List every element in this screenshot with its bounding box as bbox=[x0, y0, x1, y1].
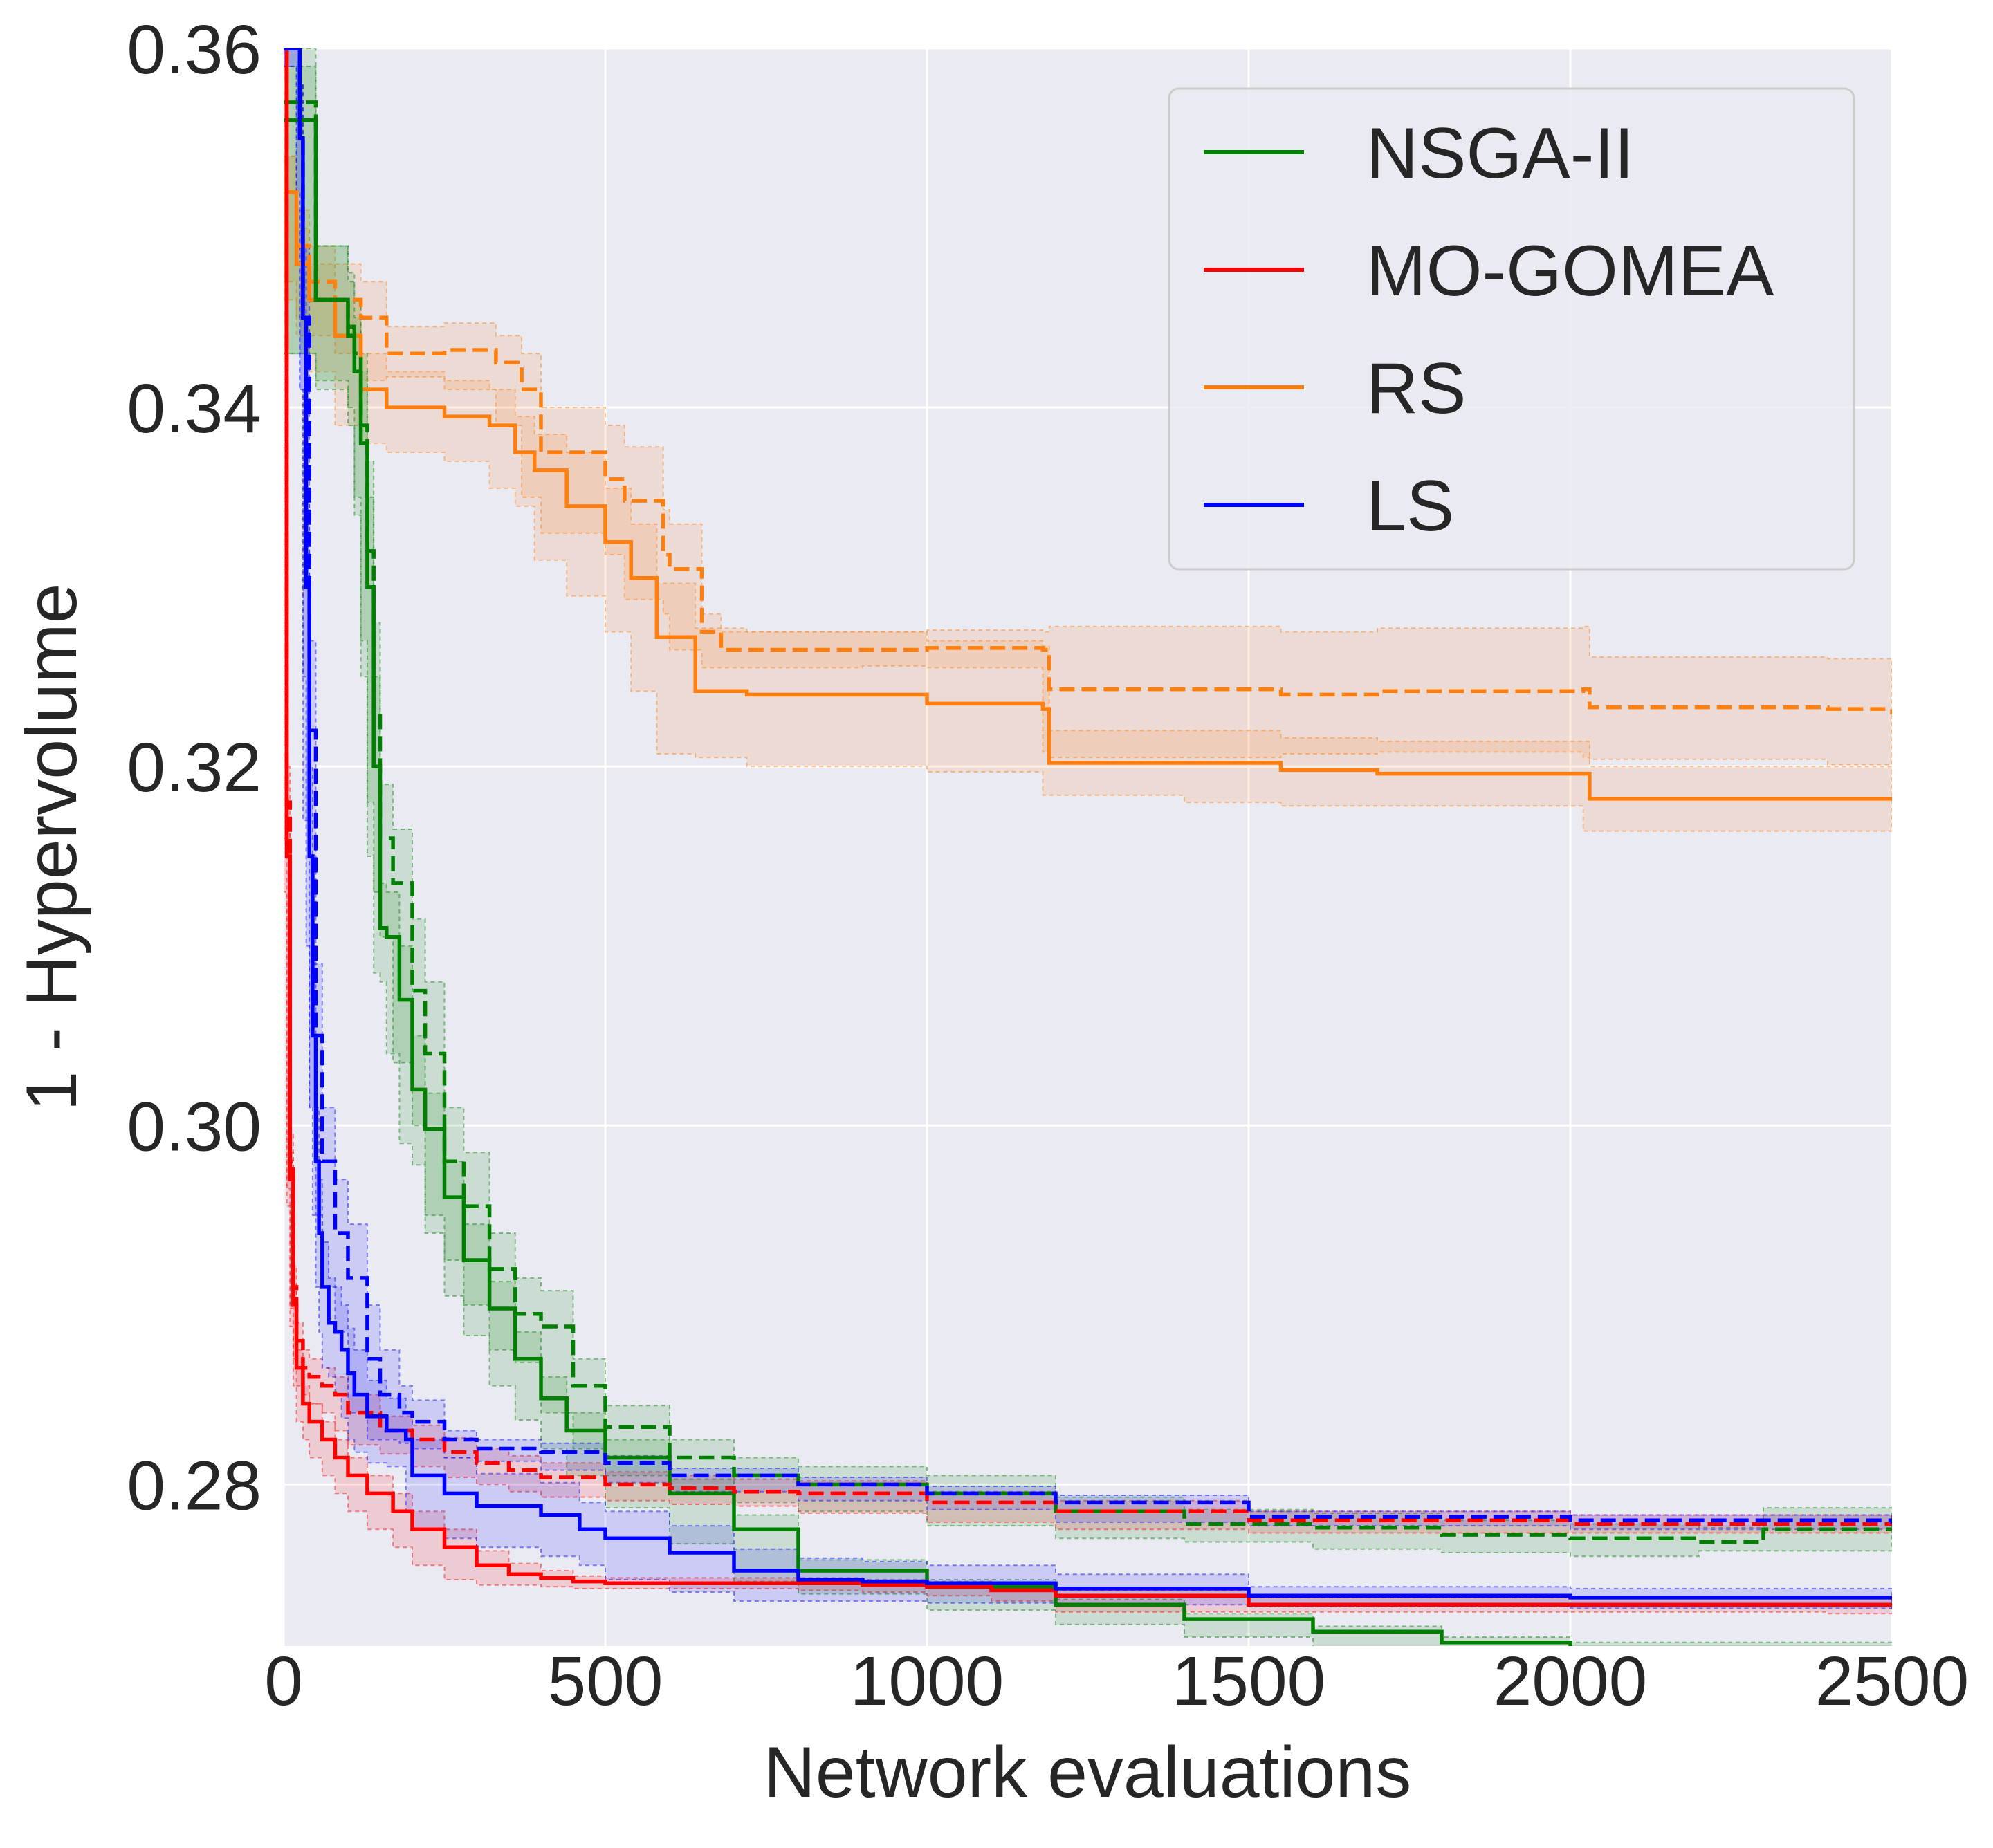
x-axis-label: Network evaluations bbox=[764, 1732, 1411, 1813]
mo-gomea-dashed-band bbox=[284, 48, 1892, 1534]
nsga-ii-dashed-line bbox=[284, 100, 1892, 1544]
rs-solid-band bbox=[284, 155, 1892, 832]
y-axis-label: 1 - Hypervolume bbox=[12, 584, 92, 1111]
legend: NSGA-II MO-GOMEA RS LS bbox=[1168, 87, 1855, 571]
rs-dashed-line bbox=[284, 190, 1892, 714]
y-tick-label: 0.36 bbox=[127, 11, 261, 89]
x-tick-label: 500 bbox=[548, 1643, 663, 1720]
ls-solid-line bbox=[284, 48, 1892, 1600]
ls-legend-label: LS bbox=[1366, 466, 1454, 546]
series-lines bbox=[284, 48, 1892, 1646]
y-tick-label: 0.30 bbox=[127, 1088, 261, 1165]
legend-box bbox=[1168, 87, 1855, 571]
rs-legend-label: RS bbox=[1366, 349, 1466, 429]
mo-gomea-solid-band bbox=[284, 48, 1892, 1615]
nsga-ii-legend-label: NSGA-II bbox=[1366, 113, 1634, 194]
ls-solid-band bbox=[284, 48, 1892, 1609]
y-tick-label: 0.28 bbox=[127, 1447, 261, 1524]
y-tick-label: 0.34 bbox=[127, 370, 261, 447]
x-tick-label: 2500 bbox=[1815, 1643, 1969, 1720]
y-tick-label: 0.32 bbox=[127, 729, 261, 806]
x-tick-label: 2000 bbox=[1494, 1643, 1647, 1720]
y-tick-labels: 0.28 0.30 0.32 0.34 0.36 bbox=[127, 11, 261, 1524]
ls-dashed-line bbox=[284, 48, 1892, 1524]
x-tick-label: 1500 bbox=[1172, 1643, 1325, 1720]
x-tick-labels: 0 500 1000 1500 2000 2500 bbox=[264, 1643, 1969, 1720]
x-tick-label: 0 bbox=[264, 1643, 303, 1720]
x-tick-label: 1000 bbox=[850, 1643, 1004, 1720]
mo-gomea-legend-label: MO-GOMEA bbox=[1366, 231, 1774, 311]
